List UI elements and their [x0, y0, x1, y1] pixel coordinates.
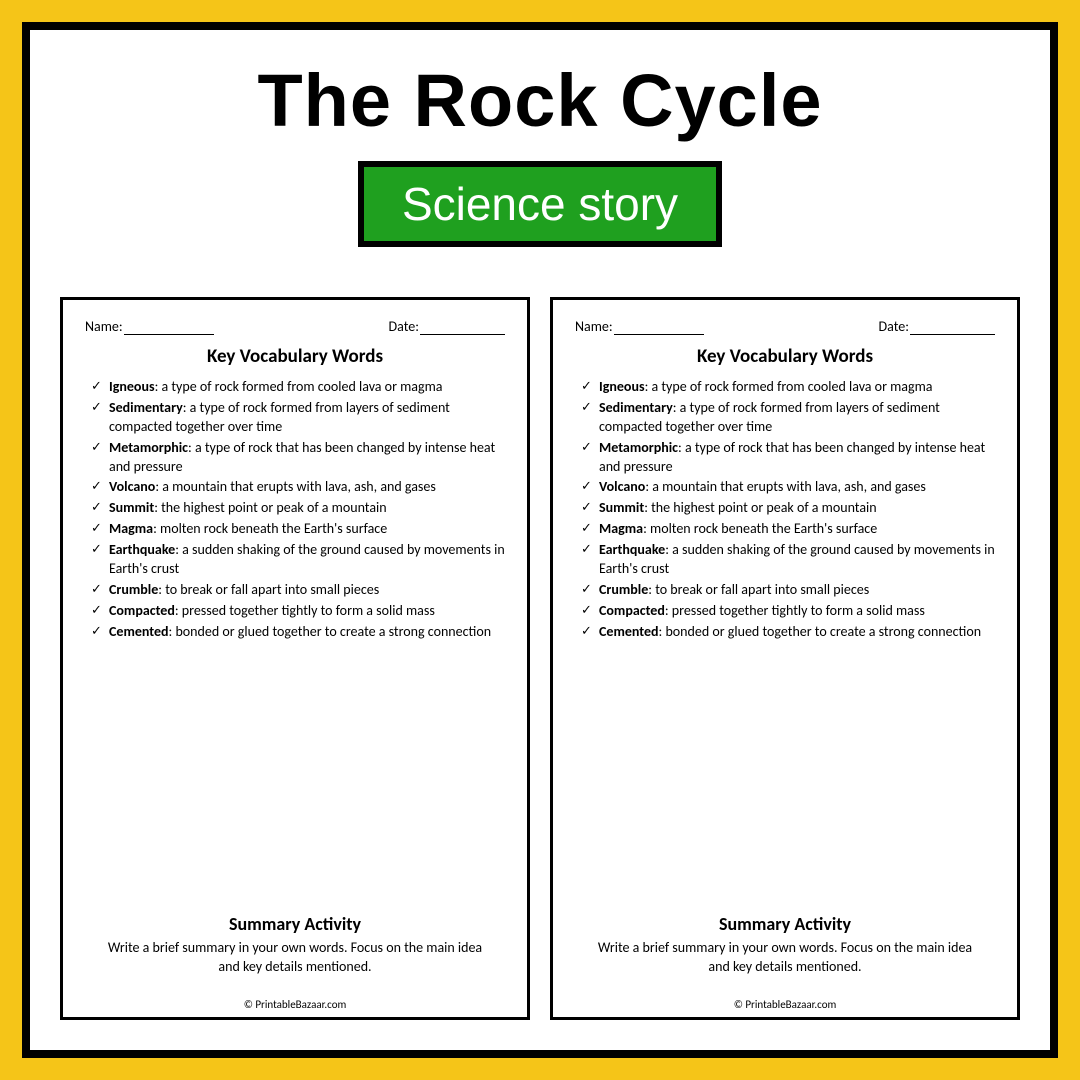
- date-field: Date:: [389, 318, 505, 335]
- vocab-list-right: Igneous: a type of rock formed from cool…: [575, 378, 995, 644]
- vocab-item: Compacted: pressed together tightly to f…: [581, 602, 995, 621]
- vocab-item: Crumble: to break or fall apart into sma…: [581, 581, 995, 600]
- vocab-term: Volcano: [109, 478, 155, 495]
- vocab-item: Cemented: bonded or glued together to cr…: [581, 623, 995, 642]
- subtitle-box: Science story: [358, 161, 722, 247]
- name-line: [124, 334, 214, 335]
- vocab-definition: : a mountain that erupts with lava, ash,…: [155, 478, 436, 495]
- vocab-item: Igneous: a type of rock formed from cool…: [581, 378, 995, 397]
- vocab-term: Earthquake: [599, 541, 665, 558]
- vocab-term: Compacted: [599, 602, 665, 619]
- vocab-definition: : bonded or glued together to create a s…: [169, 623, 492, 640]
- vocab-item: Metamorphic: a type of rock that has bee…: [91, 439, 505, 477]
- summary-text: Write a brief summary in your own words.…: [85, 939, 505, 977]
- vocab-definition: : pressed together tightly to form a sol…: [175, 602, 435, 619]
- name-line: [614, 334, 704, 335]
- copyright-text: © PrintableBazaar.com: [63, 998, 527, 1011]
- vocab-term: Magma: [109, 520, 153, 537]
- vocab-definition: : to break or fall apart into small piec…: [648, 581, 869, 598]
- vocab-definition: : molten rock beneath the Earth's surfac…: [643, 520, 877, 537]
- main-title: The Rock Cycle: [60, 58, 1020, 143]
- vocab-item: Earthquake: a sudden shaking of the grou…: [581, 541, 995, 579]
- vocab-term: Metamorphic: [109, 439, 188, 456]
- vocab-term: Magma: [599, 520, 643, 537]
- vocab-term: Volcano: [599, 478, 645, 495]
- summary-section: Summary Activity Write a brief summary i…: [85, 913, 505, 977]
- vocab-definition: : the highest point or peak of a mountai…: [154, 499, 386, 516]
- summary-title: Summary Activity: [85, 913, 505, 935]
- date-line: [420, 334, 505, 335]
- copyright-text: © PrintableBazaar.com: [553, 998, 1017, 1011]
- date-line: [910, 334, 995, 335]
- name-label: Name:: [85, 318, 123, 335]
- vocab-item: Igneous: a type of rock formed from cool…: [91, 378, 505, 397]
- vocab-definition: : to break or fall apart into small piec…: [158, 581, 379, 598]
- vocab-section-title: Key Vocabulary Words: [85, 345, 505, 368]
- name-field: Name:: [575, 318, 704, 335]
- vocab-term: Earthquake: [109, 541, 175, 558]
- vocab-item: Cemented: bonded or glued together to cr…: [91, 623, 505, 642]
- worksheet-right: Name: Date: Key Vocabulary Words Igneous…: [550, 297, 1020, 1020]
- vocab-term: Crumble: [599, 581, 648, 598]
- worksheet-left: Name: Date: Key Vocabulary Words Igneous…: [60, 297, 530, 1020]
- worksheet-header: Name: Date:: [575, 318, 995, 335]
- vocab-term: Sedimentary: [599, 399, 673, 416]
- worksheets-row: Name: Date: Key Vocabulary Words Igneous…: [60, 297, 1020, 1020]
- summary-section: Summary Activity Write a brief summary i…: [575, 913, 995, 977]
- inner-frame: The Rock Cycle Science story Name: Date:…: [22, 22, 1058, 1058]
- date-label: Date:: [879, 318, 909, 335]
- vocab-item: Volcano: a mountain that erupts with lav…: [581, 478, 995, 497]
- vocab-term: Sedimentary: [109, 399, 183, 416]
- vocab-term: Compacted: [109, 602, 175, 619]
- vocab-definition: : a type of rock formed from cooled lava…: [155, 378, 443, 395]
- vocab-item: Crumble: to break or fall apart into sma…: [91, 581, 505, 600]
- vocab-item: Sedimentary: a type of rock formed from …: [91, 399, 505, 437]
- vocab-definition: : molten rock beneath the Earth's surfac…: [153, 520, 387, 537]
- vocab-item: Earthquake: a sudden shaking of the grou…: [91, 541, 505, 579]
- vocab-term: Igneous: [599, 378, 645, 395]
- vocab-definition: : bonded or glued together to create a s…: [659, 623, 982, 640]
- name-label: Name:: [575, 318, 613, 335]
- vocab-item: Magma: molten rock beneath the Earth's s…: [581, 520, 995, 539]
- vocab-definition: : a mountain that erupts with lava, ash,…: [645, 478, 926, 495]
- vocab-section-title: Key Vocabulary Words: [575, 345, 995, 368]
- date-field: Date:: [879, 318, 995, 335]
- vocab-term: Summit: [109, 499, 154, 516]
- vocab-term: Crumble: [109, 581, 158, 598]
- vocab-term: Summit: [599, 499, 644, 516]
- vocab-item: Volcano: a mountain that erupts with lav…: [91, 478, 505, 497]
- vocab-item: Summit: the highest point or peak of a m…: [581, 499, 995, 518]
- vocab-definition: : pressed together tightly to form a sol…: [665, 602, 925, 619]
- vocab-term: Cemented: [109, 623, 169, 640]
- vocab-item: Magma: molten rock beneath the Earth's s…: [91, 520, 505, 539]
- name-field: Name:: [85, 318, 214, 335]
- vocab-item: Summit: the highest point or peak of a m…: [91, 499, 505, 518]
- vocab-definition: : a type of rock formed from cooled lava…: [645, 378, 933, 395]
- vocab-list-left: Igneous: a type of rock formed from cool…: [85, 378, 505, 644]
- vocab-term: Metamorphic: [599, 439, 678, 456]
- vocab-item: Metamorphic: a type of rock that has bee…: [581, 439, 995, 477]
- worksheet-header: Name: Date:: [85, 318, 505, 335]
- date-label: Date:: [389, 318, 419, 335]
- vocab-item: Compacted: pressed together tightly to f…: [91, 602, 505, 621]
- vocab-term: Igneous: [109, 378, 155, 395]
- vocab-item: Sedimentary: a type of rock formed from …: [581, 399, 995, 437]
- summary-title: Summary Activity: [575, 913, 995, 935]
- vocab-definition: : the highest point or peak of a mountai…: [644, 499, 876, 516]
- vocab-term: Cemented: [599, 623, 659, 640]
- summary-text: Write a brief summary in your own words.…: [575, 939, 995, 977]
- subtitle-text: Science story: [402, 178, 678, 230]
